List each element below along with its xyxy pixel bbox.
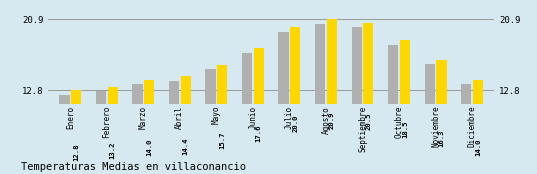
Text: 18.5: 18.5 (402, 121, 408, 138)
Bar (180, 76, 191, 174)
Bar (279, 31, 289, 174)
Bar (59, 95, 69, 174)
Text: 20.0: 20.0 (292, 115, 298, 132)
Text: 13.2: 13.2 (110, 142, 115, 159)
Bar (96, 91, 106, 174)
Bar (473, 80, 483, 174)
Text: 14.0: 14.0 (146, 139, 152, 156)
Text: 12.8: 12.8 (73, 143, 79, 161)
Bar (132, 84, 143, 174)
Bar (400, 40, 410, 174)
Bar (388, 45, 398, 174)
Bar (363, 23, 373, 174)
Text: Temperaturas Medias en villaconancio: Temperaturas Medias en villaconancio (21, 162, 246, 172)
Bar (437, 60, 447, 174)
Bar (242, 53, 252, 174)
Bar (169, 81, 179, 174)
Text: 20.5: 20.5 (365, 113, 372, 130)
Bar (107, 87, 118, 174)
Text: 14.4: 14.4 (183, 137, 188, 155)
Bar (206, 69, 216, 174)
Text: 16.3: 16.3 (438, 130, 445, 147)
Text: 14.0: 14.0 (475, 139, 481, 156)
Text: 15.7: 15.7 (219, 132, 225, 149)
Bar (461, 84, 471, 174)
Bar (290, 27, 300, 174)
Text: 17.6: 17.6 (256, 124, 262, 142)
Bar (352, 27, 362, 174)
Bar (71, 90, 81, 174)
Bar (144, 80, 154, 174)
Bar (253, 48, 264, 174)
Bar (326, 19, 337, 174)
Text: 20.9: 20.9 (329, 111, 335, 129)
Bar (425, 64, 435, 174)
Bar (315, 24, 325, 174)
Bar (217, 65, 227, 174)
